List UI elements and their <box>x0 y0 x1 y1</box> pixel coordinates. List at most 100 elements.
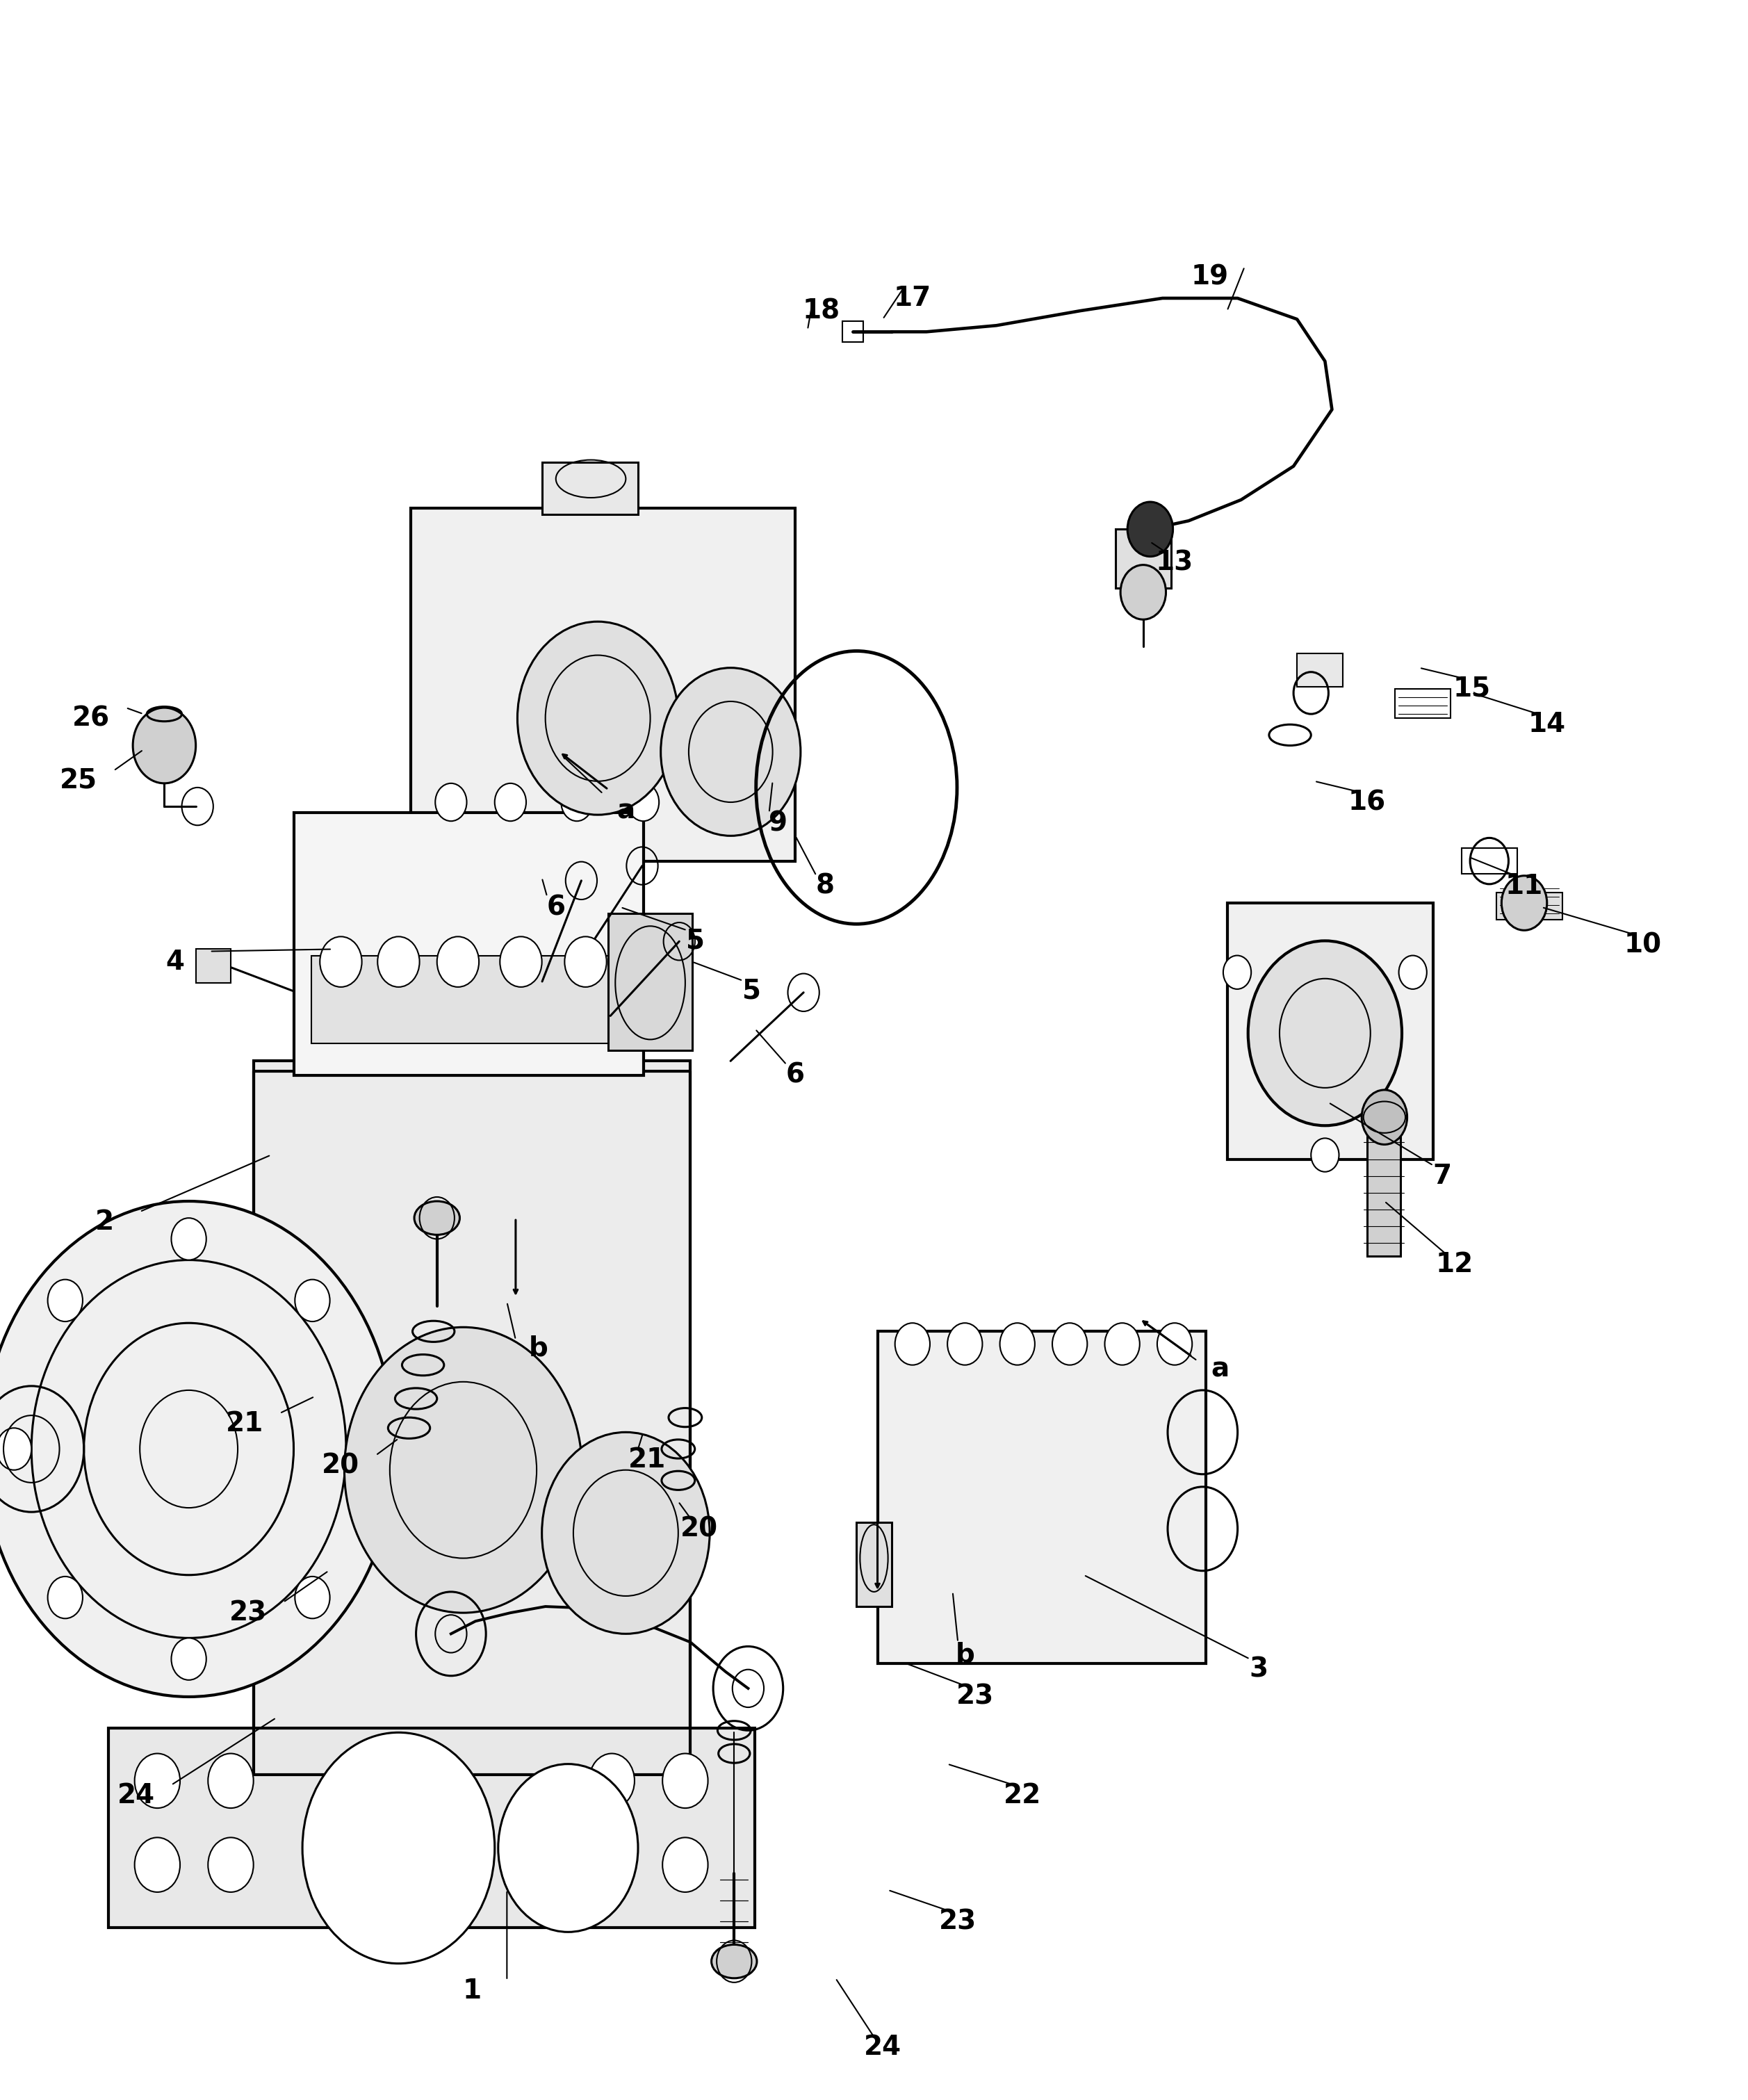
Circle shape <box>495 783 526 821</box>
Circle shape <box>378 937 420 987</box>
Text: 3: 3 <box>1250 1657 1267 1682</box>
Circle shape <box>302 1732 495 1964</box>
Text: 6: 6 <box>547 895 565 920</box>
Bar <box>857 1522 891 1606</box>
Text: 13: 13 <box>1155 550 1194 575</box>
Circle shape <box>133 708 196 783</box>
Bar <box>411 508 795 861</box>
Bar <box>108 1728 755 1928</box>
Circle shape <box>1120 565 1166 620</box>
Bar <box>608 914 692 1050</box>
Text: 8: 8 <box>816 874 834 899</box>
Circle shape <box>435 783 467 821</box>
Circle shape <box>1052 1323 1087 1365</box>
Circle shape <box>1311 1138 1339 1172</box>
Circle shape <box>500 937 542 987</box>
Text: 4: 4 <box>166 949 184 974</box>
Text: 23: 23 <box>229 1600 267 1625</box>
Text: 2: 2 <box>96 1210 114 1235</box>
Text: 26: 26 <box>72 706 110 731</box>
Text: 24: 24 <box>117 1783 156 1808</box>
Ellipse shape <box>711 1945 757 1978</box>
Text: 21: 21 <box>628 1447 666 1472</box>
Circle shape <box>1398 956 1426 989</box>
Circle shape <box>1224 956 1252 989</box>
Bar <box>311 956 629 1044</box>
Circle shape <box>661 668 801 836</box>
Text: 5: 5 <box>687 928 704 953</box>
Bar <box>1461 848 1517 874</box>
Circle shape <box>542 1432 710 1634</box>
Circle shape <box>0 1428 31 1470</box>
Circle shape <box>295 1577 330 1619</box>
Text: 19: 19 <box>1190 265 1229 290</box>
Bar <box>143 735 182 760</box>
Text: 14: 14 <box>1528 712 1566 737</box>
Bar <box>294 813 643 1075</box>
Circle shape <box>498 1764 638 1932</box>
Bar <box>1227 903 1433 1159</box>
Circle shape <box>344 1327 582 1613</box>
Text: 24: 24 <box>864 2035 902 2060</box>
Text: b: b <box>528 1336 549 1361</box>
Circle shape <box>662 1838 708 1892</box>
Text: 7: 7 <box>1433 1163 1451 1189</box>
Text: 20: 20 <box>680 1516 718 1541</box>
Circle shape <box>561 783 593 821</box>
Circle shape <box>697 783 729 821</box>
Text: 17: 17 <box>893 286 932 311</box>
Circle shape <box>589 1754 635 1808</box>
Bar <box>877 1331 1206 1663</box>
Bar <box>1367 1119 1400 1256</box>
Circle shape <box>47 1577 82 1619</box>
Text: 23: 23 <box>939 1909 977 1934</box>
Text: 25: 25 <box>59 769 98 794</box>
Circle shape <box>346 1428 381 1470</box>
Circle shape <box>628 783 659 821</box>
Circle shape <box>1502 876 1547 930</box>
Bar <box>542 462 638 514</box>
Text: b: b <box>954 1642 975 1667</box>
Circle shape <box>947 1323 982 1365</box>
Text: 11: 11 <box>1505 874 1543 899</box>
Bar <box>1297 653 1342 687</box>
Circle shape <box>1127 502 1173 557</box>
Circle shape <box>1248 941 1402 1126</box>
Text: 1: 1 <box>463 1978 481 2003</box>
Circle shape <box>135 1754 180 1808</box>
Text: 12: 12 <box>1435 1252 1474 1277</box>
Circle shape <box>517 622 678 815</box>
Circle shape <box>208 1838 253 1892</box>
Circle shape <box>589 1838 635 1892</box>
Circle shape <box>1157 1323 1192 1365</box>
Bar <box>1115 529 1171 588</box>
Circle shape <box>1000 1323 1035 1365</box>
Text: 6: 6 <box>787 1063 804 1088</box>
Circle shape <box>135 1838 180 1892</box>
Text: 22: 22 <box>1003 1783 1042 1808</box>
Circle shape <box>1362 1090 1407 1145</box>
Ellipse shape <box>414 1201 460 1235</box>
Text: 21: 21 <box>225 1411 264 1436</box>
Text: 23: 23 <box>956 1684 995 1709</box>
Text: 16: 16 <box>1348 790 1386 815</box>
Circle shape <box>47 1279 82 1321</box>
Text: 10: 10 <box>1624 932 1662 958</box>
Circle shape <box>895 1323 930 1365</box>
Bar <box>253 1060 690 1774</box>
Bar <box>1496 892 1563 920</box>
Circle shape <box>295 1279 330 1321</box>
Bar <box>196 949 231 983</box>
Text: a: a <box>617 798 635 823</box>
Circle shape <box>565 937 607 987</box>
Text: 15: 15 <box>1453 676 1491 701</box>
Circle shape <box>0 1201 395 1697</box>
Text: 18: 18 <box>802 298 841 323</box>
Text: 20: 20 <box>322 1453 360 1478</box>
Bar <box>1395 689 1451 718</box>
Text: a: a <box>1211 1357 1229 1382</box>
Circle shape <box>171 1218 206 1260</box>
Circle shape <box>320 937 362 987</box>
Circle shape <box>171 1638 206 1680</box>
Bar <box>843 321 864 342</box>
